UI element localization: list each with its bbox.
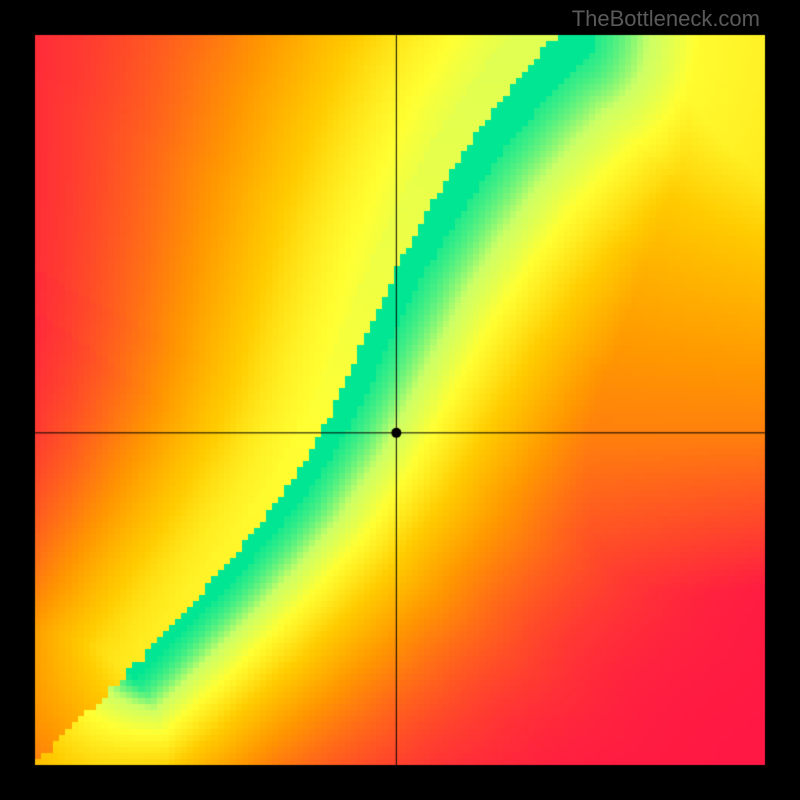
chart-container: TheBottleneck.com <box>0 0 800 800</box>
watermark-text: TheBottleneck.com <box>572 6 760 32</box>
overlay-canvas <box>0 0 800 800</box>
